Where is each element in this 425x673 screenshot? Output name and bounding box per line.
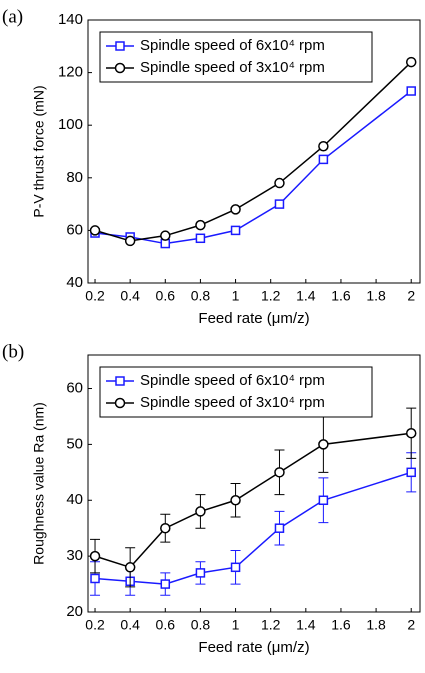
x-tick-label: 1.2 xyxy=(261,617,281,633)
series-line xyxy=(94,471,412,585)
y-tick-label: 80 xyxy=(66,169,83,186)
legend xyxy=(99,31,373,83)
legend xyxy=(99,366,373,418)
data-point xyxy=(195,506,206,517)
data-point xyxy=(90,573,100,584)
data-point xyxy=(160,522,171,534)
y-tick-label: 140 xyxy=(58,11,83,28)
x-tick-label: 1 xyxy=(232,617,240,633)
legend-marker xyxy=(114,62,126,74)
legend-marker xyxy=(115,41,125,51)
x-tick-label: 1.8 xyxy=(366,288,386,304)
x-tick-label: 2 xyxy=(407,617,415,633)
data-point xyxy=(124,235,136,247)
legend-label: Spindle speed of 6x10⁴ rpm xyxy=(140,37,325,54)
series-line xyxy=(94,61,412,242)
x-tick-label: 0.4 xyxy=(120,617,140,633)
x-tick-label: 1.6 xyxy=(331,288,351,304)
data-point xyxy=(124,562,136,573)
x-tick-label: 0.6 xyxy=(156,288,176,304)
x-tick-label: 1.4 xyxy=(296,288,316,304)
data-point xyxy=(195,233,206,244)
y-axis-label: Roughness value Ra (nm) xyxy=(31,402,47,565)
x-tick-label: 1.2 xyxy=(261,288,281,304)
data-point xyxy=(274,523,285,533)
data-point xyxy=(274,177,285,189)
data-point xyxy=(274,467,285,478)
x-tick-label: 1.8 xyxy=(366,617,386,633)
x-axis-label: Feed rate (μm/z) xyxy=(198,639,309,656)
data-point xyxy=(406,86,416,96)
x-tick-label: 1.6 xyxy=(331,617,351,633)
y-axis-label: P-V thrust force (mN) xyxy=(31,85,47,217)
y-tick-label: 60 xyxy=(66,379,83,396)
legend-marker xyxy=(114,397,126,409)
y-tick-label: 20 xyxy=(66,603,83,620)
data-point xyxy=(230,204,241,215)
series-line xyxy=(94,432,412,569)
data-point xyxy=(160,579,171,589)
data-point xyxy=(230,562,241,573)
data-point xyxy=(274,199,285,209)
legend-label: Spindle speed of 3x10⁴ rpm xyxy=(140,59,325,76)
x-tick-label: 0.8 xyxy=(191,288,211,304)
data-point xyxy=(230,225,241,236)
data-point xyxy=(405,427,417,439)
y-tick-label: 60 xyxy=(66,221,83,238)
data-point xyxy=(318,495,329,506)
y-tick-label: 120 xyxy=(58,64,83,81)
data-point xyxy=(405,56,417,68)
x-tick-label: 2 xyxy=(407,288,415,304)
y-tick-label: 100 xyxy=(58,116,83,133)
x-axis-label: Feed rate (μm/z) xyxy=(198,310,309,327)
data-point xyxy=(318,439,329,450)
panel-label: (a) xyxy=(2,6,23,27)
data-point xyxy=(406,467,416,478)
y-tick-label: 40 xyxy=(66,491,83,508)
plot-area xyxy=(87,354,421,613)
plot-area xyxy=(87,19,421,284)
data-point xyxy=(195,219,206,231)
x-tick-label: 0.2 xyxy=(85,617,105,633)
x-tick-label: 0.8 xyxy=(191,617,211,633)
legend-label: Spindle speed of 3x10⁴ rpm xyxy=(140,394,325,411)
x-tick-label: 0.4 xyxy=(120,288,140,304)
x-tick-label: 0.6 xyxy=(156,617,176,633)
data-point xyxy=(318,154,329,165)
legend-marker xyxy=(115,376,125,386)
x-tick-label: 0.2 xyxy=(85,288,105,304)
data-point xyxy=(195,568,206,578)
data-point xyxy=(89,225,101,236)
data-point xyxy=(318,140,329,152)
data-point xyxy=(160,230,171,241)
y-tick-label: 40 xyxy=(66,274,83,291)
legend-label: Spindle speed of 6x10⁴ rpm xyxy=(140,372,325,389)
series-line xyxy=(94,90,412,245)
panel-label: (b) xyxy=(2,341,24,362)
data-point xyxy=(230,495,241,506)
x-tick-label: 1.4 xyxy=(296,617,316,633)
y-tick-label: 50 xyxy=(66,435,83,452)
y-tick-label: 30 xyxy=(66,547,83,564)
x-tick-label: 1 xyxy=(232,288,240,304)
data-point xyxy=(89,550,101,562)
